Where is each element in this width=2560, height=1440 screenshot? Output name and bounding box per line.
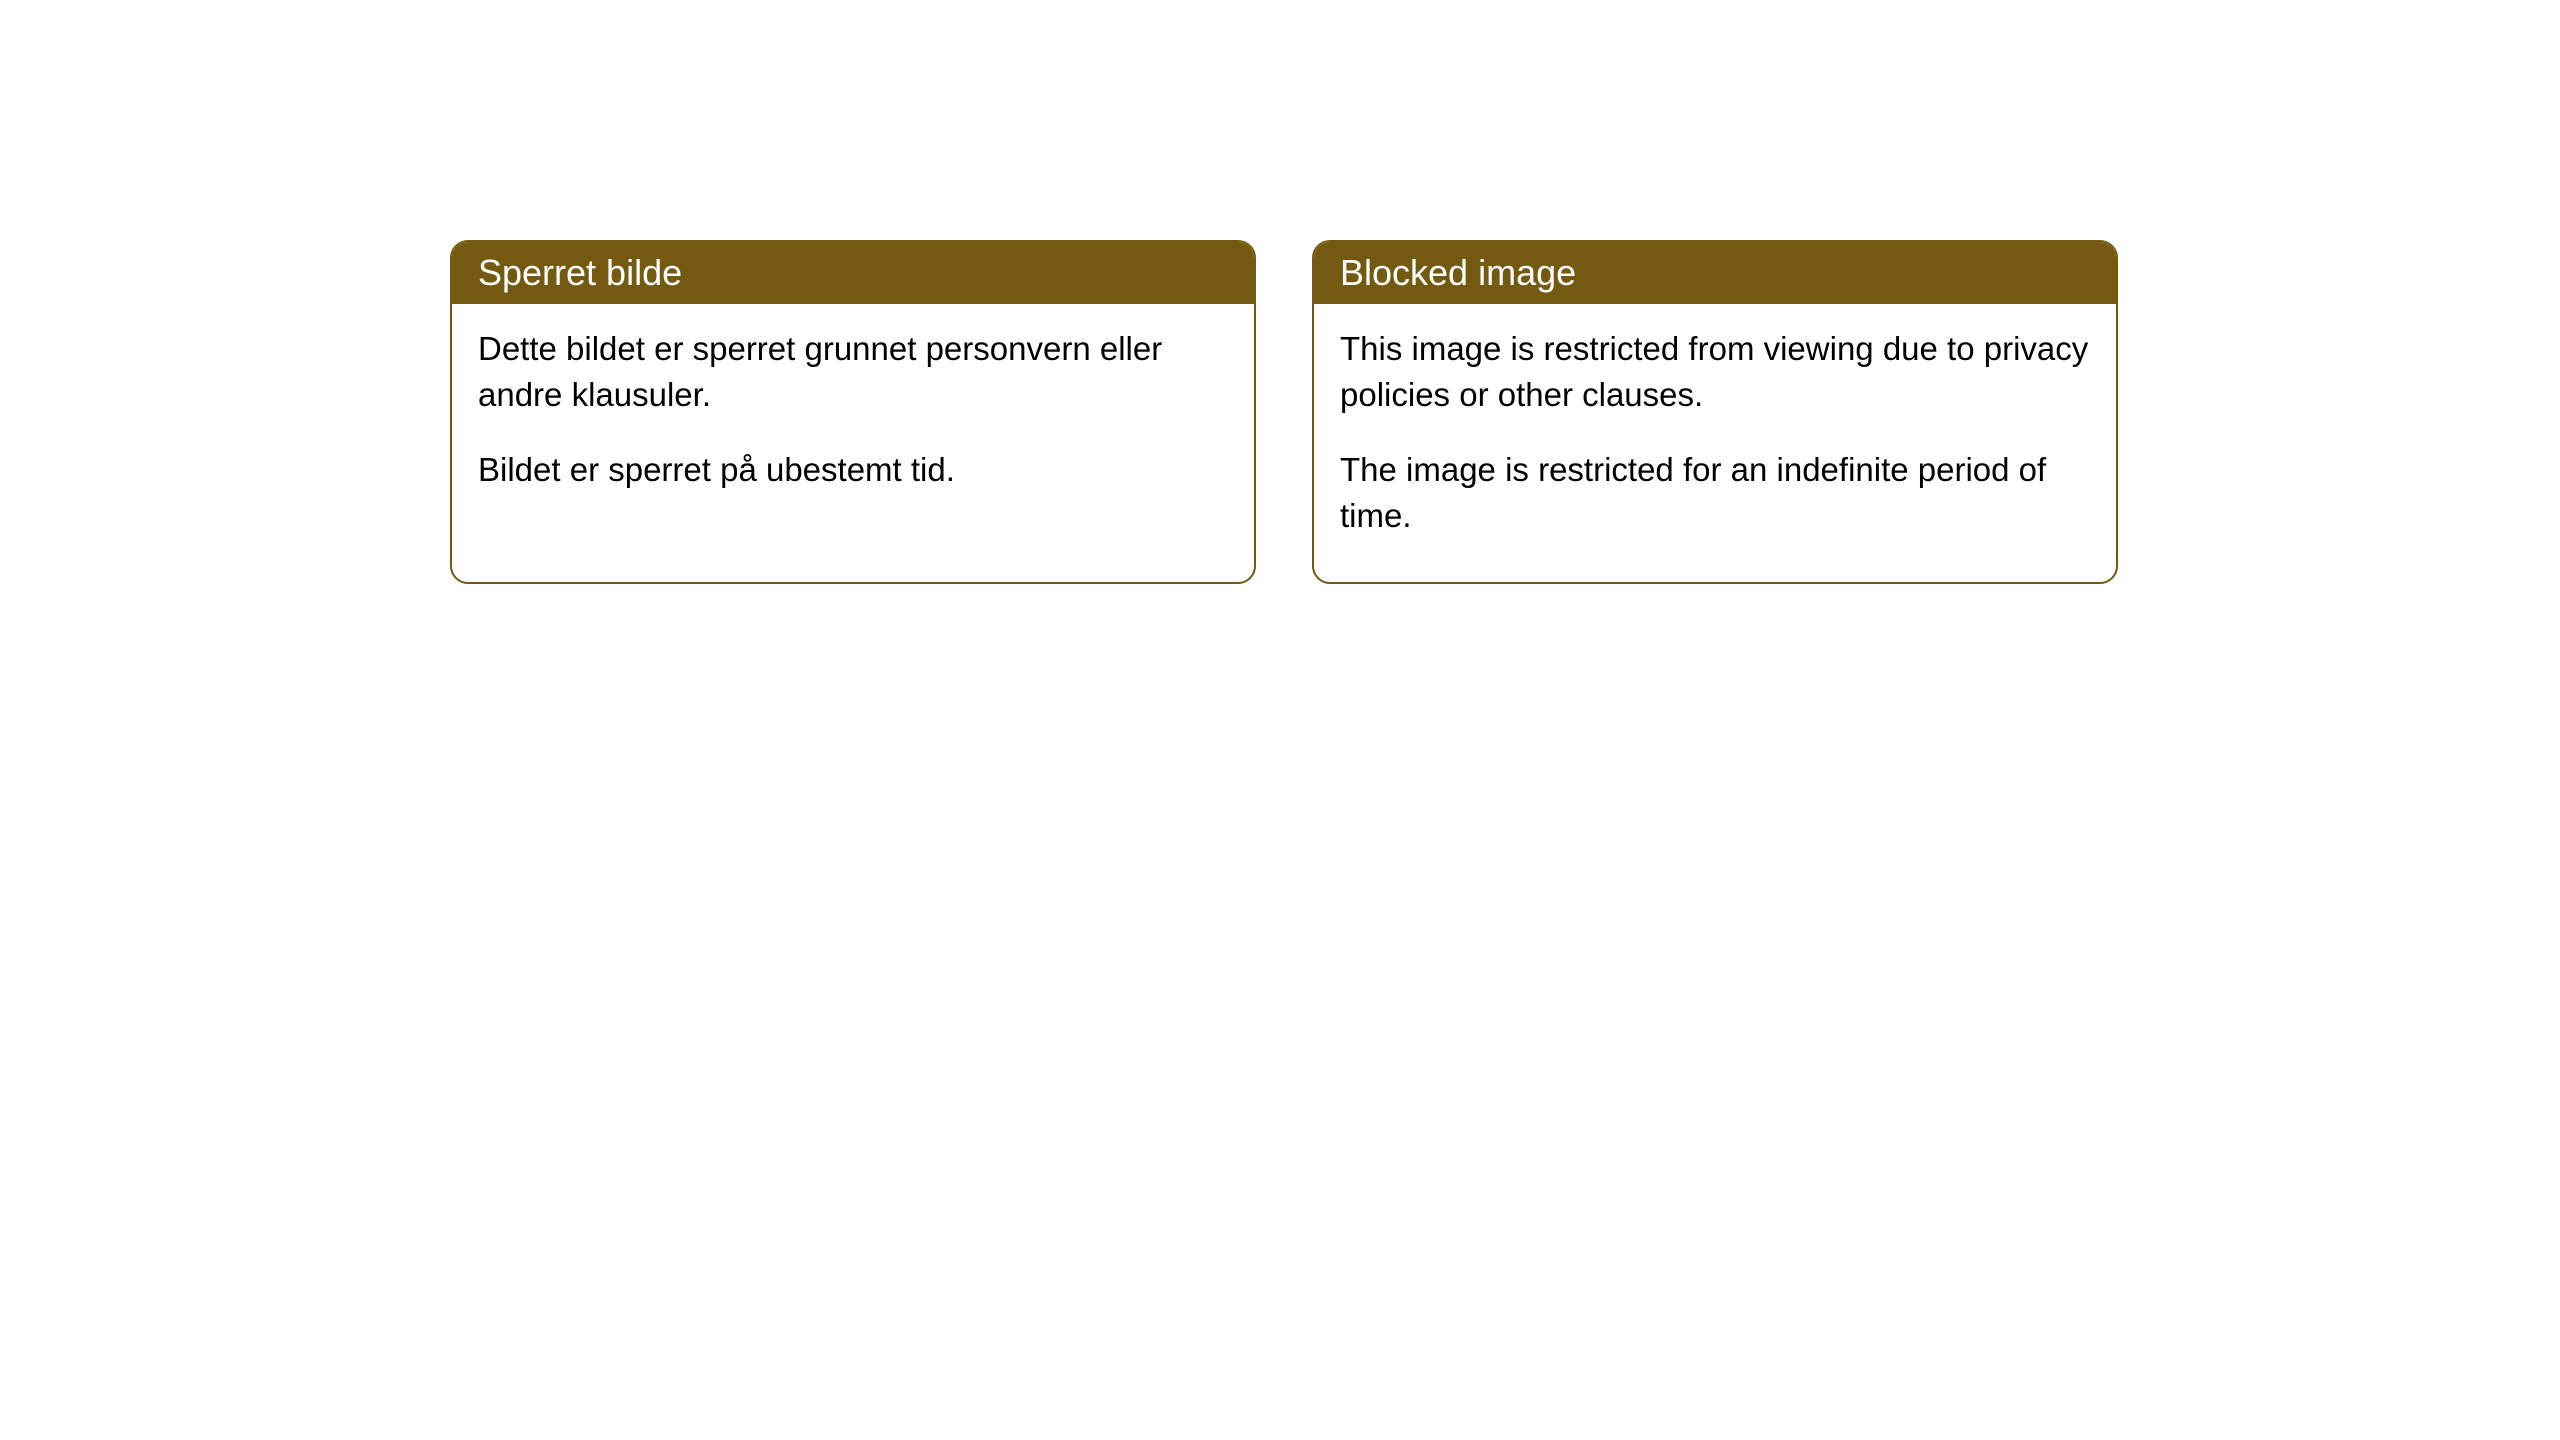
card-title: Sperret bilde <box>478 252 682 293</box>
card-header: Sperret bilde <box>452 242 1254 304</box>
card-title: Blocked image <box>1340 252 1576 293</box>
card-paragraph: This image is restricted from viewing du… <box>1340 326 2090 417</box>
card-body: This image is restricted from viewing du… <box>1314 304 2116 582</box>
blocked-image-card-norwegian: Sperret bilde Dette bildet er sperret gr… <box>450 240 1256 584</box>
card-header: Blocked image <box>1314 242 2116 304</box>
card-paragraph: The image is restricted for an indefinit… <box>1340 447 2090 538</box>
blocked-image-card-english: Blocked image This image is restricted f… <box>1312 240 2118 584</box>
card-paragraph: Bildet er sperret på ubestemt tid. <box>478 447 1228 493</box>
card-paragraph: Dette bildet er sperret grunnet personve… <box>478 326 1228 417</box>
info-cards-container: Sperret bilde Dette bildet er sperret gr… <box>450 240 2118 584</box>
card-body: Dette bildet er sperret grunnet personve… <box>452 304 1254 537</box>
